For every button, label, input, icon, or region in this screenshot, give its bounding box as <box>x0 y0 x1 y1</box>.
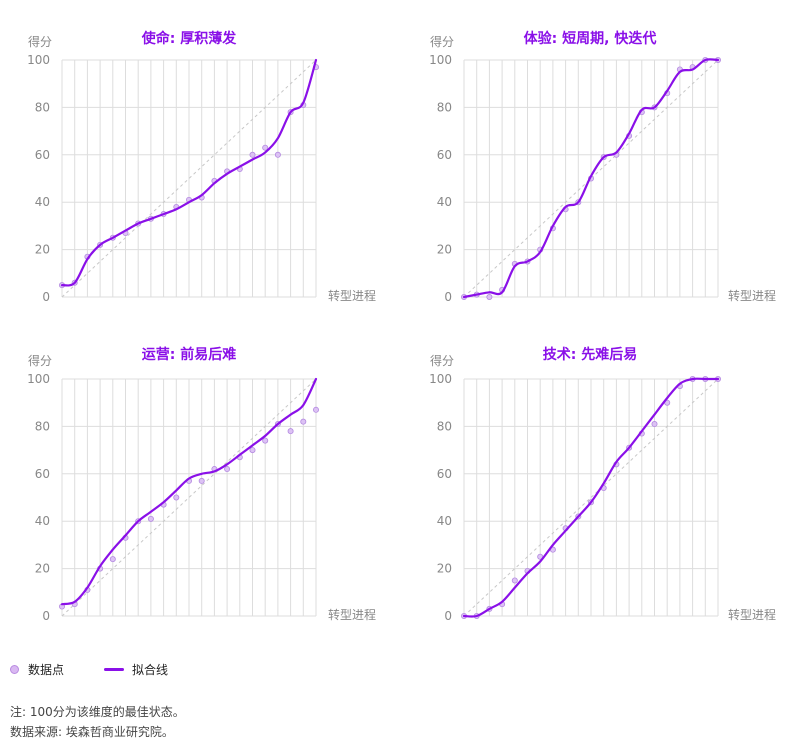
data-point <box>224 466 231 473</box>
reference-diagonal <box>463 59 719 298</box>
reference-diagonal <box>61 59 317 298</box>
y-tick-label: 20 <box>35 562 50 576</box>
fit-line <box>462 58 720 299</box>
y-tick-label: 100 <box>429 53 452 67</box>
data-point <box>249 151 256 158</box>
y-tick-label: 0 <box>42 609 50 623</box>
x-axis-label: 转型进程 <box>328 288 376 303</box>
legend-point-marker <box>10 664 19 674</box>
y-tick-label: 20 <box>437 562 452 576</box>
y-tick-label: 80 <box>35 419 50 433</box>
fit-line <box>60 377 318 606</box>
note-text: 注: 100分为该维度的最佳状态。 <box>10 705 185 719</box>
y-axis-label: 得分 <box>430 34 454 49</box>
legend-points-label: 数据点 <box>28 662 65 677</box>
y-axis-label: 得分 <box>430 353 454 368</box>
y-tick-label: 40 <box>437 514 452 528</box>
data-point <box>262 144 269 151</box>
y-tick-label: 0 <box>42 290 50 304</box>
legend-fit-label: 拟合线 <box>132 662 169 677</box>
data-point <box>109 556 116 563</box>
y-tick-label: 60 <box>437 467 452 481</box>
y-tick-label: 40 <box>35 195 50 209</box>
data-point <box>287 428 294 435</box>
y-tick-label: 60 <box>35 467 50 481</box>
y-tick-label: 100 <box>27 53 50 67</box>
y-axis-label: 得分 <box>28 34 52 49</box>
data-point <box>198 477 205 484</box>
data-point <box>249 447 256 454</box>
x-axis-label: 转型进程 <box>728 288 776 303</box>
data-point <box>486 293 493 300</box>
legend-fit-marker <box>104 667 125 671</box>
chart-title: 体验: 短周期, 快迭代 <box>524 30 657 47</box>
fit-line <box>60 58 318 287</box>
footnotes: 注: 100分为该维度的最佳状态。 数据来源: 埃森哲商业研究院。 <box>10 702 185 742</box>
source-text: 数据来源: 埃森哲商业研究院。 <box>10 725 174 739</box>
data-point <box>312 406 319 413</box>
data-point <box>173 494 180 501</box>
x-axis-label: 转型进程 <box>328 607 376 622</box>
y-tick-label: 20 <box>437 243 452 257</box>
x-axis-label: 转型进程 <box>728 607 776 622</box>
data-point <box>300 418 307 425</box>
y-tick-label: 0 <box>444 290 452 304</box>
chart-title: 技术: 先难后易 <box>543 346 637 363</box>
reference-diagonal <box>463 378 719 617</box>
y-tick-label: 40 <box>35 514 50 528</box>
y-tick-label: 80 <box>35 100 50 114</box>
legend: 数据点 拟合线 <box>10 660 168 678</box>
y-tick-label: 80 <box>437 100 452 114</box>
y-tick-label: 100 <box>27 372 50 386</box>
y-tick-label: 60 <box>35 148 50 162</box>
reference-diagonal <box>61 378 317 617</box>
fit-line <box>462 377 720 618</box>
data-point <box>262 437 269 444</box>
y-tick-label: 100 <box>429 372 452 386</box>
chart-title: 使命: 厚积薄发 <box>141 30 237 47</box>
data-point <box>147 515 154 522</box>
y-tick-label: 20 <box>35 243 50 257</box>
y-tick-label: 80 <box>437 419 452 433</box>
y-tick-label: 40 <box>437 195 452 209</box>
data-point <box>651 421 658 428</box>
data-point <box>511 577 518 584</box>
data-point <box>274 151 281 158</box>
chart-title: 运营: 前易后难 <box>142 346 236 363</box>
y-axis-label: 得分 <box>28 353 52 368</box>
y-tick-label: 0 <box>444 609 452 623</box>
y-tick-label: 60 <box>437 148 452 162</box>
